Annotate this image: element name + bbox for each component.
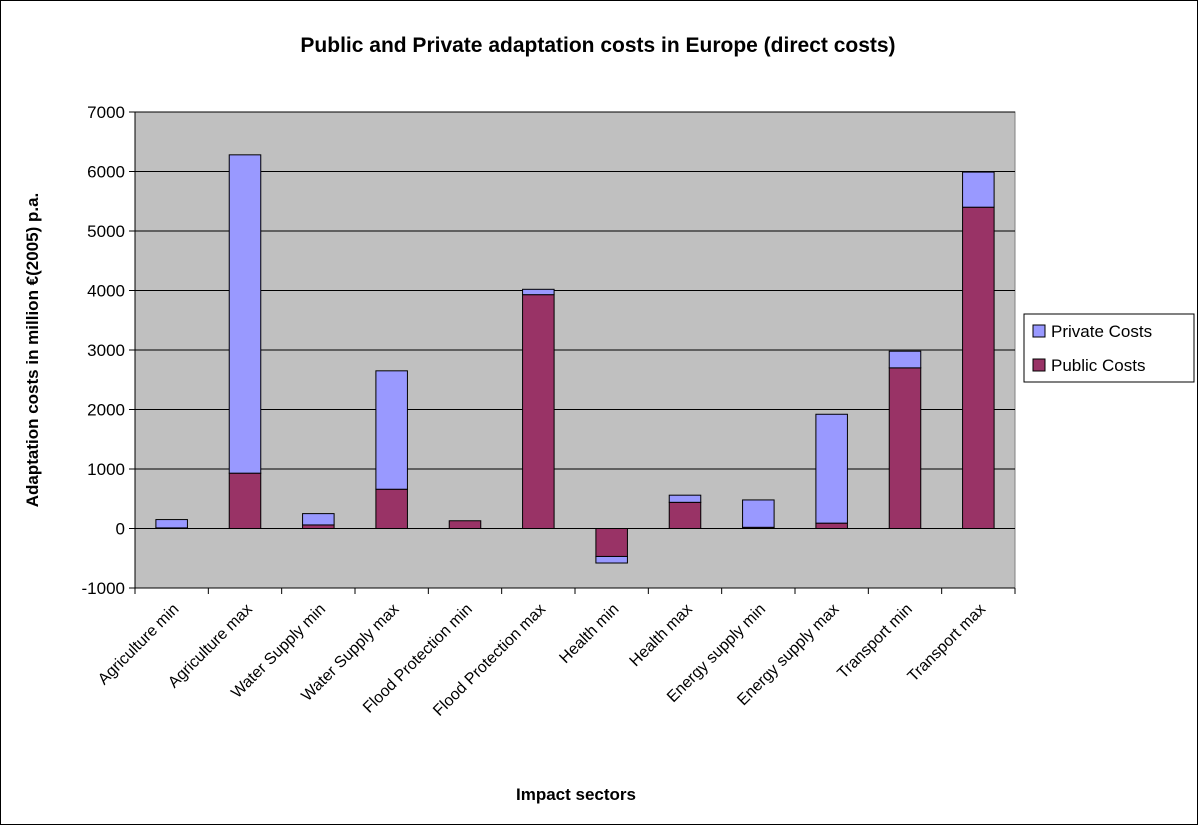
legend-swatch-public bbox=[1032, 358, 1046, 372]
bar-public-costs bbox=[668, 501, 702, 530]
y-tick-label: 4000 bbox=[87, 282, 125, 301]
x-tick-label: Health min bbox=[556, 601, 622, 667]
x-tick-label: Transport min bbox=[834, 601, 915, 682]
bar-public-costs bbox=[962, 206, 995, 529]
legend-label-public: Public Costs bbox=[1051, 356, 1145, 375]
bars bbox=[155, 154, 995, 564]
bar-private-costs bbox=[962, 171, 995, 208]
gridlines bbox=[135, 111, 1015, 529]
bar-public-costs bbox=[595, 528, 628, 557]
bar-private-costs bbox=[155, 519, 188, 529]
bar-public-costs bbox=[522, 294, 555, 530]
y-axis-title: Adaptation costs in million €(2005) p.a. bbox=[23, 193, 42, 508]
y-tick-label: 0 bbox=[116, 520, 125, 539]
bar-public-costs bbox=[888, 367, 922, 529]
y-tick-labels: -1000 0 1000 2000 3000 4000 5000 6000 7000 bbox=[82, 103, 125, 598]
y-tick-label: 5000 bbox=[87, 222, 125, 241]
x-tick-label: Transport max bbox=[905, 601, 990, 686]
x-tick-label: Health max bbox=[627, 601, 696, 670]
chart-title: Public and Private adaptation costs in E… bbox=[300, 34, 895, 57]
bar-public-costs bbox=[375, 488, 408, 530]
bar-private-costs bbox=[815, 413, 848, 524]
bar-public-costs bbox=[228, 472, 262, 530]
legend-swatch-private bbox=[1032, 324, 1046, 338]
y-tick-label: 1000 bbox=[87, 460, 125, 479]
x-axis-title: Impact sectors bbox=[516, 785, 636, 804]
y-tick-label: 3000 bbox=[87, 341, 125, 360]
bar-private-costs bbox=[888, 350, 922, 369]
y-tick-label: 2000 bbox=[87, 401, 125, 420]
axes bbox=[129, 111, 1016, 594]
bar-private-costs bbox=[595, 555, 628, 564]
y-tick-label: -1000 bbox=[82, 579, 125, 598]
bar-private-costs bbox=[375, 370, 408, 490]
bar-private-costs bbox=[302, 513, 335, 526]
bar-public-costs bbox=[448, 520, 482, 530]
bar-public-costs bbox=[815, 522, 848, 530]
legend-box bbox=[1023, 313, 1195, 383]
y-tick-label: 7000 bbox=[87, 103, 125, 122]
bar-private-costs bbox=[668, 494, 702, 503]
y-tick-label: 6000 bbox=[87, 163, 125, 182]
legend-label-private: Private Costs bbox=[1051, 322, 1152, 341]
bar-private-costs bbox=[522, 288, 555, 296]
bar-public-costs bbox=[302, 524, 335, 529]
bar-private-costs bbox=[228, 154, 262, 474]
legend: Private Costs Public Costs bbox=[1023, 313, 1195, 383]
bar-private-costs bbox=[742, 499, 775, 528]
